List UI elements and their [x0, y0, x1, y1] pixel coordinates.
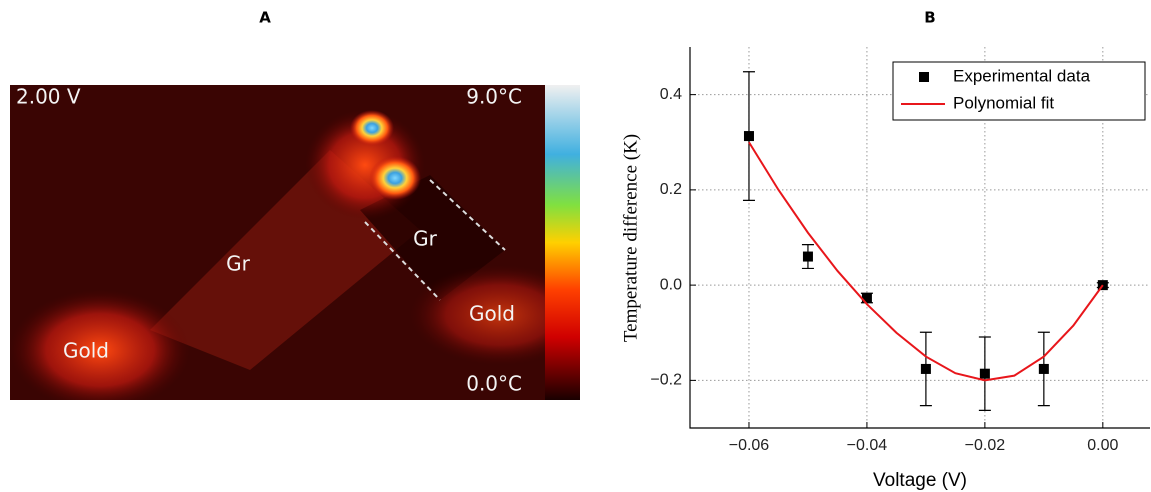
legend-marker	[919, 72, 929, 82]
region-label: Gold	[469, 302, 515, 326]
x-tick-label: −0.02	[965, 437, 1006, 454]
region-label: Gr	[226, 252, 250, 276]
region-label: Gr	[413, 227, 437, 251]
data-point	[861, 292, 872, 303]
data-point	[920, 363, 931, 374]
axes	[689, 47, 1150, 429]
y-tick-label: 0.0	[660, 276, 682, 293]
y-axis-label: Temperature difference (K)	[620, 134, 641, 342]
x-axis-label: Voltage (V)	[873, 470, 967, 491]
panel-title: B	[924, 9, 935, 27]
y-tick-label: 0.2	[660, 181, 682, 198]
y-tick-label: 0.4	[660, 86, 682, 103]
legend-label: Polynomial fit	[953, 93, 1054, 112]
legend-label: Experimental data	[953, 66, 1091, 85]
scale-max: 9.0°C	[466, 85, 522, 109]
legend-box	[892, 61, 1146, 121]
data-point	[1038, 363, 1049, 374]
thermal-image	[10, 85, 580, 400]
x-tick-label: 0.00	[1087, 437, 1118, 454]
x-tick-label: −0.06	[729, 437, 770, 454]
data-point	[743, 131, 754, 142]
region-label: Gold	[63, 339, 109, 363]
fit-line	[748, 141, 1104, 382]
scale-min: 0.0°C	[466, 372, 522, 396]
y-tick-label: −0.2	[650, 372, 682, 389]
plot: −0.06 −0.04 −0.02 0.00 −0.2 0.0 0.2 0.4 Experime…	[650, 47, 1150, 454]
panel-title: A	[259, 9, 271, 27]
voltage-label: 2.00 V	[16, 85, 81, 109]
x-tick-label: −0.04	[847, 437, 888, 454]
data-point	[979, 368, 990, 379]
data-point	[802, 251, 813, 262]
